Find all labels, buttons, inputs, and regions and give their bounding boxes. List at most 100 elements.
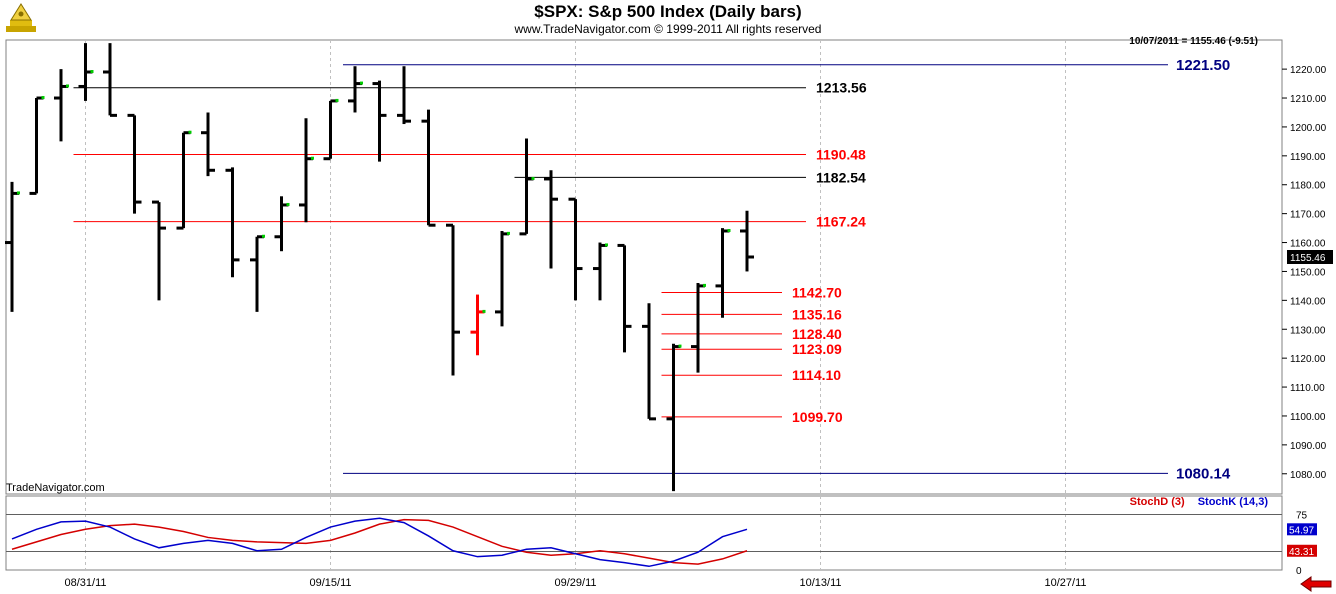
- chart-title: $SPX: S&p 500 Index (Daily bars): [534, 2, 802, 21]
- y-tick-label: 1220.00: [1290, 65, 1327, 76]
- bar-up-dot: [360, 81, 363, 85]
- ohlc-bar: [127, 113, 142, 214]
- trade-navigator-logo-icon[interactable]: [4, 2, 38, 34]
- bar-up-dot: [188, 130, 192, 134]
- ohlc-bar: [29, 96, 45, 195]
- ohlc-bar: [274, 196, 290, 252]
- ohlc-bar: [5, 181, 20, 312]
- y-tick-label: 1110.00: [1290, 383, 1325, 394]
- stochk-legend: StochK (14,3): [1197, 496, 1268, 508]
- bar-up-dot: [605, 243, 608, 247]
- ohlc-bar: [152, 200, 166, 301]
- stochd-legend: StochD (3): [1129, 496, 1185, 508]
- ohlc-bar: [617, 243, 632, 353]
- y-tick-label: 1210.00: [1290, 94, 1327, 105]
- y-tick-label: 1170.00: [1290, 210, 1326, 221]
- level-label: 1123.09: [792, 341, 842, 357]
- ohlc-bar: [740, 210, 754, 272]
- y-tick-label: 1160.00: [1290, 239, 1326, 250]
- ohlc-bar: [176, 130, 192, 230]
- bar-up-dot: [531, 176, 535, 180]
- ohlc-bar: [54, 69, 69, 142]
- ohlc-bar: [372, 80, 387, 162]
- level-label: 1099.70: [792, 409, 843, 425]
- y-tick-label: 1200.00: [1290, 123, 1327, 134]
- level-label: 1128.40: [792, 326, 842, 342]
- level-label: 1114.10: [792, 367, 841, 383]
- bar-up-dot: [335, 98, 339, 102]
- level-label: 1080.14: [1176, 465, 1231, 482]
- stochk-line: [11, 517, 748, 568]
- indicator-legend: StochD (3) StochK (14,3): [1120, 496, 1268, 508]
- watermark: TradeNavigator.com: [6, 482, 105, 494]
- ohlc-bar: [470, 294, 486, 356]
- ohlc-bar: [544, 170, 558, 269]
- level-label: 1135.16: [792, 306, 842, 322]
- ohlc-bar: [397, 66, 411, 125]
- bar-up-dot: [482, 309, 486, 313]
- last-price-box: [1287, 249, 1333, 264]
- level-label: 1182.54: [816, 169, 866, 185]
- bar-up-dot: [311, 156, 314, 160]
- ohlc-bar: [201, 112, 215, 177]
- stoch-last-label: 54.97: [1289, 525, 1314, 536]
- stoch-last-box: [1287, 523, 1317, 536]
- bar-up-dot: [41, 96, 45, 100]
- stoch-tick-label: 0: [1296, 566, 1302, 577]
- x-tick-label: 09/15/11: [309, 577, 351, 589]
- stoch-tick-label: 75: [1296, 511, 1308, 522]
- y-tick-label: 1190.00: [1290, 152, 1326, 163]
- y-tick-label: 1130.00: [1290, 325, 1326, 336]
- ohlc-bar: [103, 43, 117, 117]
- x-tick-label: 09/29/11: [554, 577, 596, 589]
- y-tick-label: 1120.00: [1290, 354, 1326, 365]
- scroll-left-arrow-icon[interactable]: [1300, 576, 1332, 592]
- stoch-panel: [5, 495, 1283, 571]
- bar-up-dot: [17, 191, 20, 195]
- chart-subtitle: www.TradeNavigator.com © 1999-2011 All r…: [514, 22, 822, 36]
- bar-up-dot: [66, 84, 69, 88]
- ohlc-bar: [519, 138, 535, 236]
- bar-up-dot: [507, 231, 510, 235]
- level-label: 1190.48: [816, 146, 866, 162]
- ohlc-bar: [446, 223, 460, 376]
- ohlc-bar: [421, 109, 436, 227]
- bar-up-dot: [727, 228, 731, 232]
- x-tick-label: 10/27/11: [1044, 577, 1086, 589]
- bar-up-dot: [286, 202, 290, 206]
- level-label: 1167.24: [816, 214, 866, 230]
- ohlc-bar: [299, 118, 314, 223]
- y-tick-label: 1150.00: [1290, 267, 1326, 278]
- bar-up-dot: [678, 344, 682, 348]
- bar-up-dot: [90, 70, 94, 74]
- ohlc-bar: [715, 228, 731, 318]
- ohlc-bar: [250, 234, 265, 312]
- y-tick-label: 1100.00: [1290, 412, 1326, 423]
- level-label: 1142.70: [792, 285, 842, 301]
- y-tick-label: 1090.00: [1290, 441, 1327, 452]
- bar-up-dot: [703, 283, 706, 287]
- ohlc-bar: [495, 230, 510, 327]
- ohlc-bar: [593, 242, 608, 301]
- last-price-label: 1155.46: [1290, 253, 1326, 264]
- ohlc-bar: [225, 167, 240, 278]
- ohlc-bar: [323, 98, 339, 161]
- ohlc-bar: [691, 283, 706, 373]
- price-panel: [5, 39, 1283, 495]
- ohlc-bar: [642, 303, 656, 421]
- stochd-line: [11, 518, 748, 565]
- level-label: 1221.50: [1176, 57, 1230, 74]
- level-label: 1213.56: [816, 80, 867, 96]
- ohlc-bar: [78, 43, 94, 101]
- y-tick-label: 1080.00: [1290, 470, 1327, 481]
- y-tick-label: 1140.00: [1290, 296, 1326, 307]
- x-tick-label: 08/31/11: [64, 577, 106, 589]
- ohlc-bar: [666, 343, 682, 492]
- stoch-last-box: [1287, 544, 1317, 557]
- y-tick-label: 1180.00: [1290, 181, 1326, 192]
- bar-up-dot: [262, 234, 265, 238]
- last-bar-stamp: 10/07/2011 = 1155.46 (-9.51): [1129, 36, 1258, 47]
- x-tick-label: 10/13/11: [799, 577, 841, 589]
- ohlc-bar: [568, 197, 583, 301]
